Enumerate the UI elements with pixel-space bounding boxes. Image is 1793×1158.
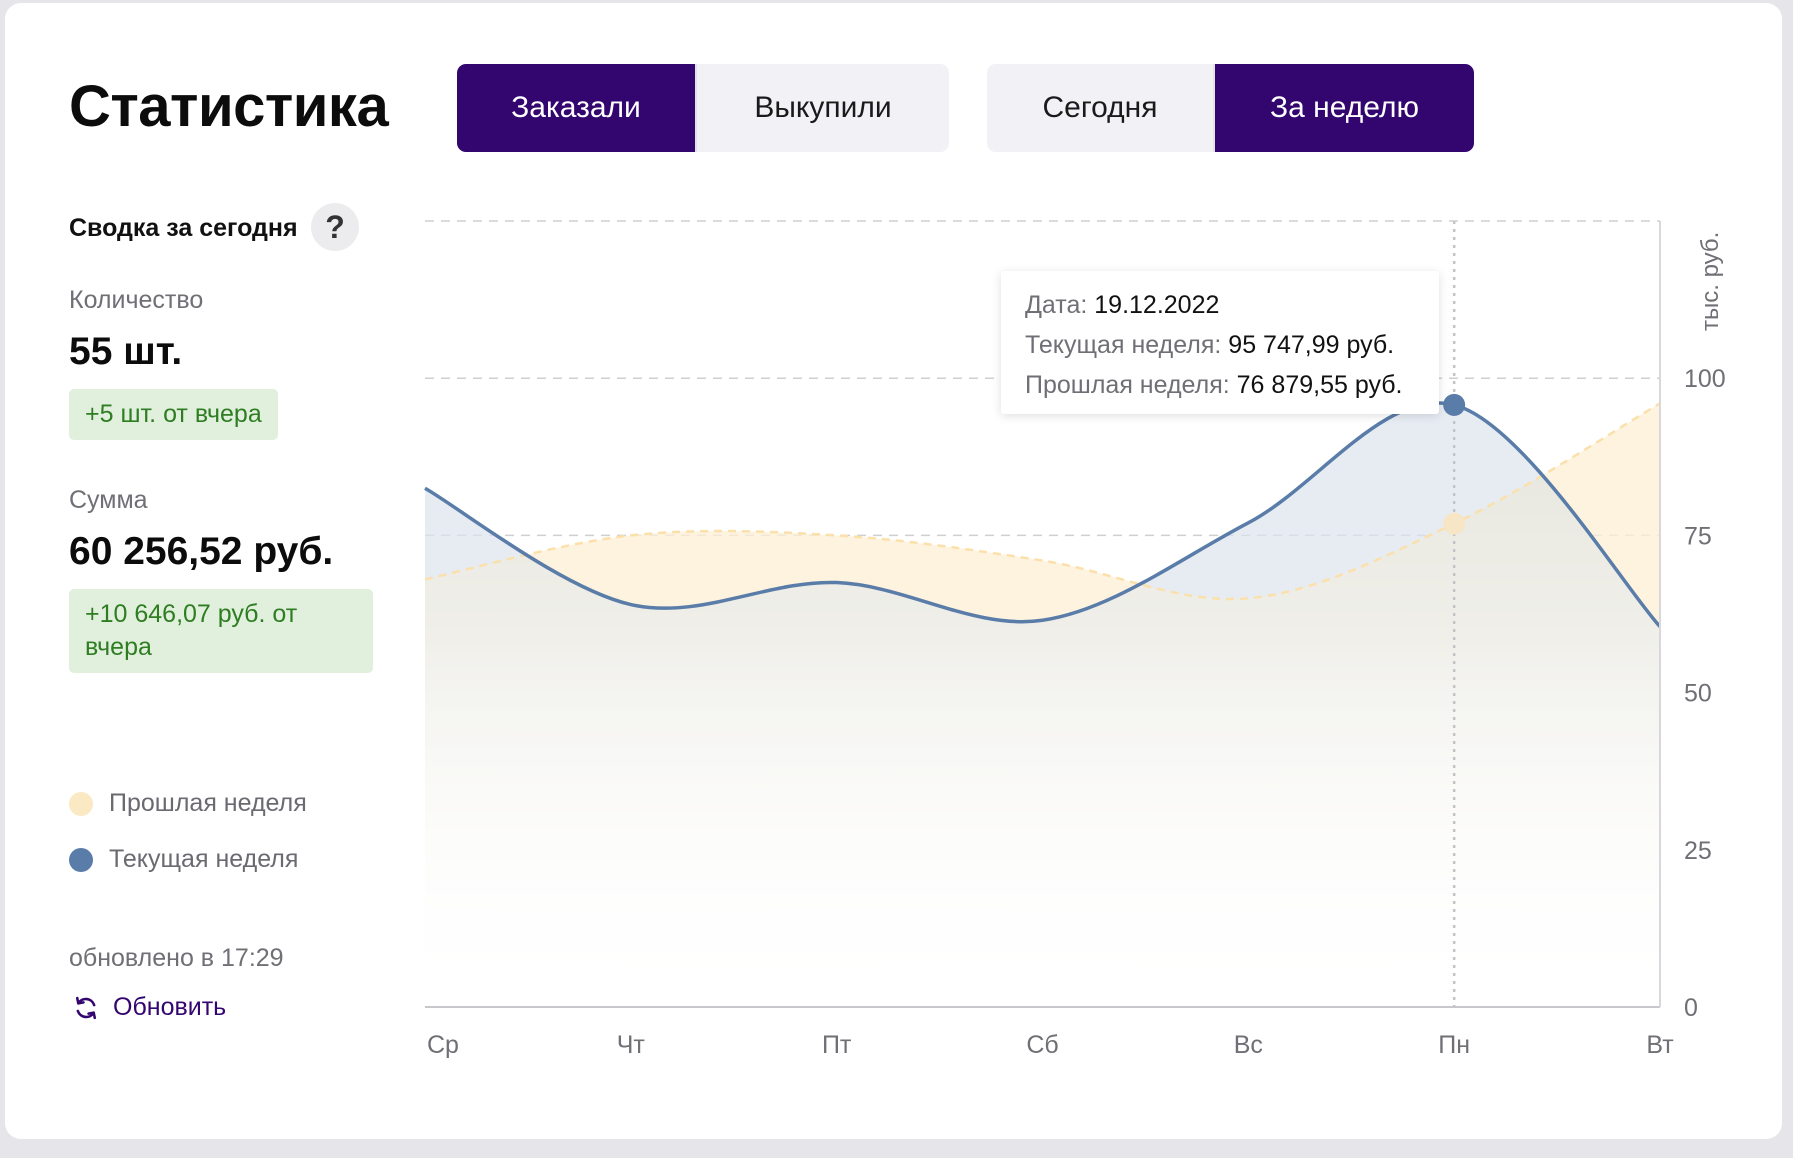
help-icon[interactable]: ? — [311, 203, 359, 251]
x-tick-label: Пт — [822, 1031, 852, 1059]
refresh-icon — [75, 996, 97, 1019]
y-tick-label: 25 — [1684, 837, 1712, 865]
legend-previous-week-marker — [69, 791, 93, 816]
quantity-value: 55 шт. — [69, 330, 183, 373]
x-tick-label: Чт — [617, 1031, 646, 1059]
tooltip-current-label: Текущая неделя: — [1025, 331, 1222, 359]
area-fade — [425, 629, 1660, 1007]
y-tick-label: 50 — [1684, 680, 1712, 708]
tab-ordered[interactable]: Заказали — [457, 64, 695, 152]
sum-delta-badge: +10 646,07 руб. от вчера — [69, 589, 373, 673]
chart-tooltip: Дата: 19.12.2022 Текущая неделя: 95 747,… — [1001, 271, 1439, 414]
refresh-button[interactable]: Обновить — [72, 993, 226, 1022]
refresh-label: Обновить — [113, 993, 227, 1021]
period-tabs: Сегодня За неделю — [987, 64, 1474, 152]
legend-current-week-label: Текущая неделя — [109, 845, 299, 873]
tooltip-previous-label: Прошлая неделя: — [1025, 371, 1230, 399]
sum-label: Сумма — [69, 486, 148, 514]
statistics-card: Статистика Заказали Выкупили Сегодня За … — [5, 3, 1782, 1139]
legend-previous-week-label: Прошлая неделя — [109, 789, 307, 817]
y-tick-label: 75 — [1684, 522, 1712, 550]
x-tick-label: Вт — [1646, 1031, 1674, 1059]
page-title: Статистика — [69, 74, 389, 139]
legend-current-week-marker — [69, 847, 93, 872]
sum-value: 60 256,52 руб. — [69, 530, 334, 573]
weekly-chart: 0 25 50 75 100 Ср Чт Пт Сб Вс Пн Вт тыс. руб. — [424, 220, 1726, 1059]
tooltip-date-label: Дата: — [1025, 291, 1088, 319]
tooltip-date-row: Дата: 19.12.2022 — [1025, 285, 1415, 325]
updated-time: обновлено в 17:29 — [69, 944, 284, 972]
legend-previous-week: Прошлая неделя — [69, 789, 307, 818]
y-tick-label: 0 — [1684, 994, 1698, 1022]
current-week-point[interactable] — [1443, 393, 1466, 416]
legend-current-week: Текущая неделя — [69, 845, 298, 874]
x-tick-label: Сб — [1026, 1031, 1058, 1059]
tooltip-date-value: 19.12.2022 — [1094, 291, 1220, 319]
y-axis-unit-label: тыс. руб. — [1697, 232, 1724, 331]
previous-week-point[interactable] — [1443, 512, 1466, 535]
quantity-delta-badge: +5 шт. от вчера — [69, 389, 278, 440]
tooltip-previous-row: Прошлая неделя: 76 879,55 руб. — [1025, 365, 1415, 405]
tooltip-previous-value: 76 879,55 руб. — [1236, 371, 1403, 399]
tab-today[interactable]: Сегодня — [987, 64, 1213, 152]
x-tick-label: Пн — [1438, 1031, 1470, 1059]
summary-title: Сводка за сегодня — [69, 214, 298, 242]
metric-tabs: Заказали Выкупили — [457, 64, 949, 152]
quantity-label: Количество — [69, 286, 204, 314]
tooltip-current-row: Текущая неделя: 95 747,99 руб. — [1025, 325, 1415, 365]
tab-redeemed[interactable]: Выкупили — [695, 64, 949, 152]
x-tick-label: Ср — [427, 1031, 459, 1059]
tooltip-current-value: 95 747,99 руб. — [1228, 331, 1395, 359]
tab-week[interactable]: За неделю — [1213, 64, 1474, 152]
y-tick-label: 100 — [1684, 365, 1726, 393]
x-tick-label: Вс — [1234, 1031, 1263, 1059]
